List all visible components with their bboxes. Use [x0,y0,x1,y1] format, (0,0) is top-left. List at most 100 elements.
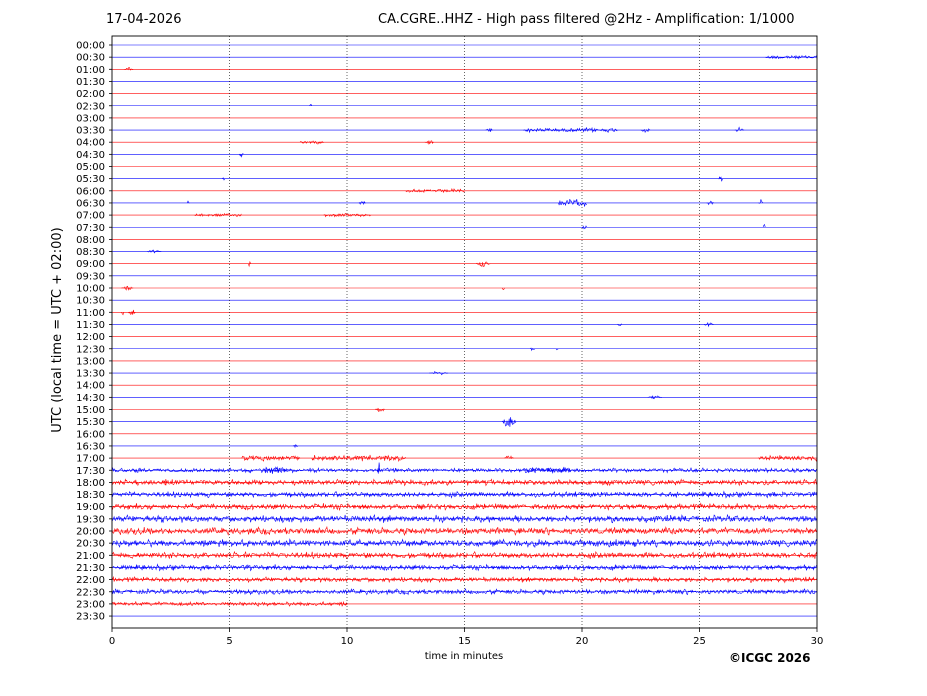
trace-event-0630-1 [358,200,366,206]
trace-event-2130-0 [111,563,818,572]
trace-event-0700-1 [323,213,371,218]
y-tick-label: 15:30 [76,417,105,428]
y-tick-label: 08:00 [76,235,105,246]
y-tick-label: 04:00 [76,138,105,149]
y-tick-label: 10:30 [76,296,105,307]
trace-event-0100-0 [123,67,134,71]
y-tick-label: 16:00 [76,429,105,440]
y-tick-label: 03:00 [76,113,105,124]
trace-event-0630-3 [706,200,714,206]
trace-event-0330-0 [485,128,493,132]
y-tick-label: 09:00 [76,259,105,270]
trace-event-1730-3 [523,466,571,474]
y-tick-label: 00:00 [76,41,105,52]
y-tick-label: 17:30 [76,466,105,477]
trace-event-0730-0 [581,225,587,230]
trace-event-1130-0 [617,323,623,326]
y-tick-label: 04:30 [76,150,105,161]
trace-event-1730-2 [377,462,381,474]
trace-event-0330-1 [523,126,618,134]
trace-event-1700-0 [241,455,301,462]
y-tick-label: 22:30 [76,587,105,598]
y-tick-label: 17:00 [76,454,105,465]
y-tick-label: 13:00 [76,356,105,367]
plot-frame [111,35,818,629]
trace-event-0330-2 [640,128,651,133]
trace-event-0730-1 [762,223,766,228]
y-tick-label: 22:00 [76,575,105,586]
y-tick-label: 15:00 [76,405,105,416]
trace-event-1730-0 [111,466,818,474]
y-tick-label: 16:30 [76,441,105,452]
y-tick-label: 09:30 [76,271,105,282]
trace-event-1500-0 [375,407,385,412]
trace-event-1800-1 [163,479,168,486]
copyright-label: ©ICGC 2026 [729,651,811,665]
y-tick-label: 19:30 [76,514,105,525]
x-tick-label: 25 [693,636,706,647]
y-tick-label: 03:30 [76,126,105,137]
trace-event-1230-1 [555,348,559,351]
trace-event-2000-0 [111,525,818,536]
trace-event-0030-0 [765,54,818,60]
trace-event-0230-0 [309,103,313,107]
trace-event-1700-2 [504,455,514,460]
trace-event-0530-1 [718,176,724,182]
trace-event-0630-4 [758,199,764,204]
y-tick-label: 10:00 [76,284,105,295]
chart-title: CA.CGRE..HHZ - High pass filtered @2Hz -… [378,12,795,27]
y-tick-label: 12:00 [76,332,105,343]
y-tick-label: 05:30 [76,174,105,185]
y-tick-label: 08:30 [76,247,105,258]
trace-event-1000-0 [121,285,134,291]
y-tick-label: 00:30 [76,53,105,64]
trace-event-0430-0 [238,153,244,158]
trace-event-1430-0 [647,395,662,400]
trace-event-1530-0 [501,417,517,427]
trace-event-2230-0 [111,587,818,596]
date-label: 17-04-2026 [106,12,182,27]
x-tick-label: 30 [811,636,824,647]
trace-event-0400-0 [424,140,435,145]
y-tick-label: 07:00 [76,211,105,222]
y-tick-label: 21:30 [76,563,105,574]
y-tick-label: 07:30 [76,223,105,234]
x-tick-label: 20 [576,636,589,647]
y-tick-label: 20:30 [76,539,105,550]
trace-event-1130-1 [704,321,714,328]
trace-event-0630-0 [186,200,190,204]
trace-event-0900-0 [248,260,251,268]
trace-event-1930-0 [111,513,818,524]
trace-event-1000-1 [501,287,505,290]
y-tick-label: 02:00 [76,89,105,100]
trace-event-1700-3 [758,454,818,462]
trace-event-1100-1 [128,309,136,315]
y-tick-label: 11:00 [76,308,105,319]
y-tick-label: 01:00 [76,65,105,76]
y-tick-label: 12:30 [76,344,105,355]
trace-event-0700-0 [194,212,242,218]
y-tick-label: 14:30 [76,393,105,404]
trace-event-0400-1 [299,140,324,145]
x-tick-label: 5 [226,636,232,647]
trace-event-0600-0 [405,188,465,194]
trace-event-2300-0 [111,600,348,607]
y-tick-label: 18:30 [76,490,105,501]
y-tick-label: 11:30 [76,320,105,331]
y-tick-label: 14:00 [76,381,105,392]
y-tick-label: 20:00 [76,527,105,538]
y-tick-label: 02:30 [76,101,105,112]
trace-event-1100-0 [121,312,125,316]
y-tick-label: 18:00 [76,478,105,489]
trace-event-1330-0 [429,370,449,376]
trace-event-2030-0 [111,538,818,549]
y-tick-label: 05:00 [76,162,105,173]
y-tick-label: 06:30 [76,198,105,209]
y-tick-label: 01:30 [76,77,105,88]
y-tick-label: 06:00 [76,186,105,197]
trace-event-1730-1 [264,466,289,474]
y-tick-label: 23:30 [76,612,105,623]
x-axis-label: time in minutes [424,651,504,662]
trace-event-1700-1 [311,454,406,462]
y-tick-label: 13:30 [76,369,105,380]
